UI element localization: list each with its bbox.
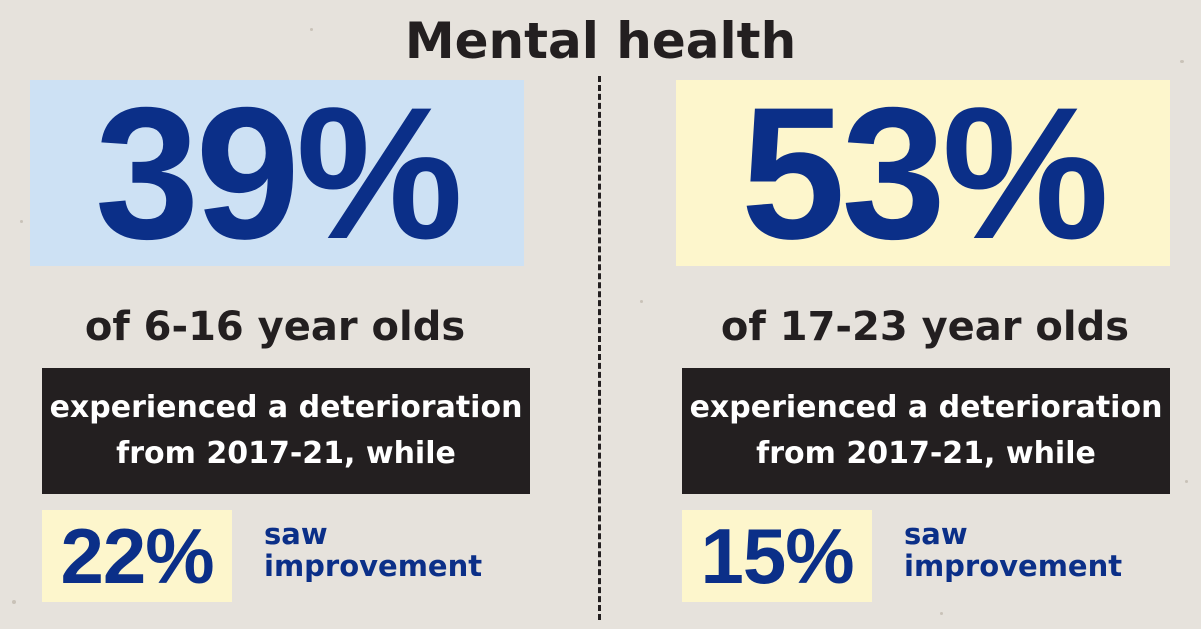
left-age-group: of 6-16 year olds	[84, 304, 466, 350]
right-box-line-1: experienced a deterioration	[689, 390, 1163, 425]
dashed-divider	[598, 76, 601, 620]
right-improvement-label: saw improvement	[904, 518, 1122, 582]
page-title: Mental health	[404, 12, 797, 70]
right-main-percent: 53%	[676, 79, 1170, 267]
left-improvement-line-2: improvement	[264, 549, 483, 583]
left-box-line-2: from 2017-21, while	[116, 436, 456, 471]
right-deterioration-box: experienced a deterioration from 2017-21…	[682, 368, 1170, 494]
right-improvement-line-2: improvement	[904, 549, 1123, 583]
left-improvement-line-1: saw	[264, 517, 328, 551]
left-improvement-label: saw improvement	[264, 518, 482, 582]
left-box-line-1: experienced a deterioration	[49, 390, 523, 425]
left-improvement-percent: 22%	[42, 510, 232, 602]
left-deterioration-box: experienced a deterioration from 2017-21…	[42, 368, 530, 494]
left-main-percent: 39%	[30, 79, 524, 267]
right-improvement-percent: 15%	[682, 510, 872, 602]
right-improvement-line-1: saw	[904, 517, 968, 551]
right-age-group: of 17-23 year olds	[720, 304, 1130, 350]
right-box-line-2: from 2017-21, while	[756, 436, 1096, 471]
